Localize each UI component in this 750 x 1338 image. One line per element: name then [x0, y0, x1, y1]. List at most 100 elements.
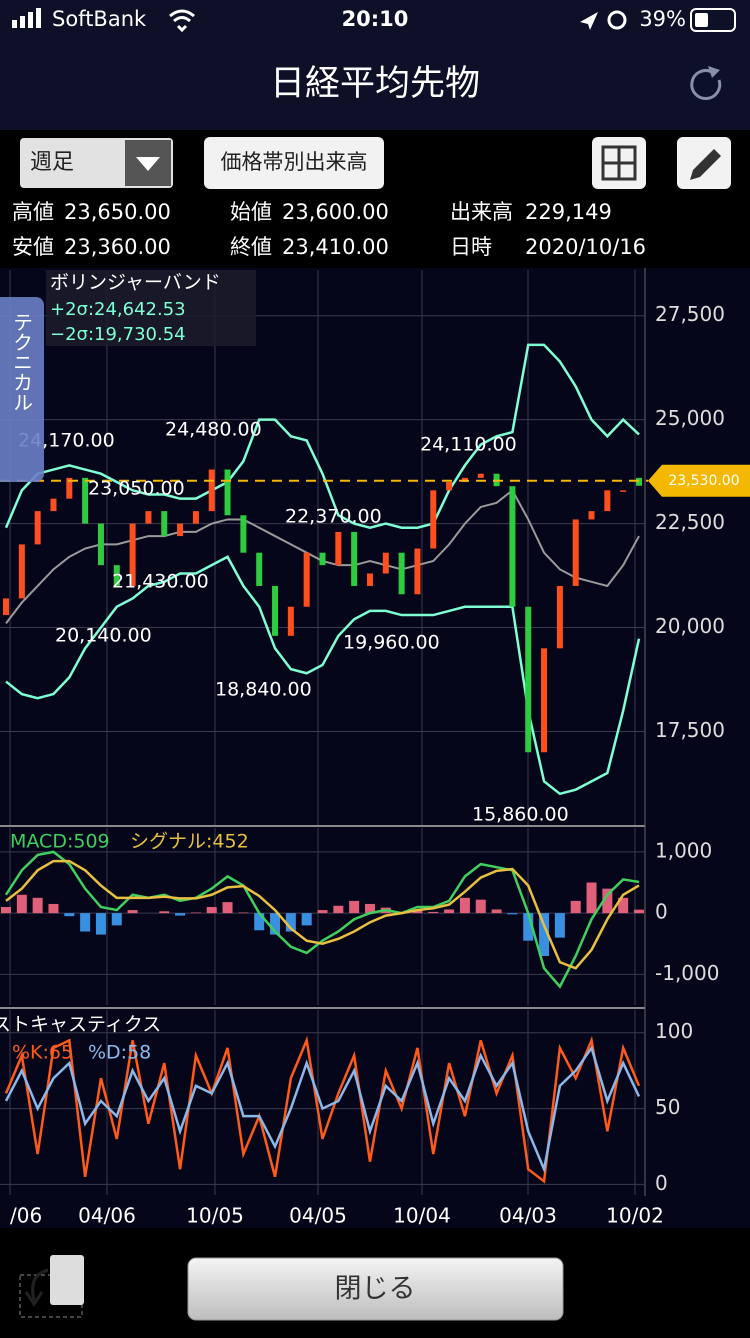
candle-body [366, 573, 373, 586]
histogram-bar [586, 882, 597, 914]
histogram-bar [333, 905, 344, 914]
candle-body [382, 552, 389, 574]
battery-text: 39% [639, 7, 686, 31]
price-annotation: 19,960.00 [343, 632, 440, 654]
histogram-bar [1, 907, 11, 914]
histogram-bar [111, 913, 122, 926]
histogram-bar [412, 910, 423, 914]
candle-body [477, 473, 484, 478]
y-tick-label: 0 [655, 1171, 668, 1195]
price-annotation: 20,140.00 [55, 625, 152, 647]
candle-body [572, 519, 579, 586]
histogram-bar [491, 909, 502, 914]
candle-body [177, 523, 184, 537]
layout-button[interactable] [592, 137, 646, 189]
stochastic-line [4, 1045, 641, 1174]
legend-entry: シグナル:452 [130, 831, 249, 853]
candle-body [161, 511, 168, 537]
candle-body [319, 552, 326, 566]
y-tick-label: 100 [655, 1019, 693, 1043]
technical-tab-label: テクニカル [10, 312, 34, 412]
last-price-label: 23,530.00 [668, 473, 739, 489]
histogram-bar [349, 900, 360, 914]
candle-body [208, 469, 215, 512]
histogram-bar [570, 900, 581, 914]
candle-body [3, 598, 9, 616]
signal-icon [12, 8, 41, 28]
histogram-bar [254, 913, 265, 931]
histogram-bar [95, 913, 106, 935]
histogram-bar [301, 913, 312, 926]
candle-body [541, 648, 548, 753]
info-value: 23,650.00 [64, 200, 171, 224]
price-annotation: 24,110.00 [420, 434, 517, 456]
alarm-icon [607, 10, 627, 30]
candle-body [272, 585, 279, 636]
histogram-bar [175, 913, 186, 916]
back-button[interactable] [19, 1255, 84, 1318]
indicator-title: ストキャスティクス [0, 1014, 161, 1036]
histogram-bar [317, 910, 328, 914]
histogram-bar [444, 909, 455, 914]
wifi-icon [169, 9, 195, 33]
technical-tab[interactable] [0, 297, 44, 482]
candle-body [414, 548, 421, 595]
indicator-line [4, 850, 640, 989]
refresh-button[interactable] [690, 66, 722, 100]
histogram-bar [80, 913, 91, 932]
volume-profile-label: 価格帯別出来高 [221, 150, 368, 174]
histogram-bar [602, 888, 613, 914]
price-annotation: 18,840.00 [215, 679, 312, 701]
x-tick-label: 04/06 [78, 1204, 136, 1228]
candle-body [604, 490, 611, 512]
histogram-bar [539, 913, 550, 957]
histogram-bar [459, 897, 470, 914]
candle-body [556, 585, 563, 649]
info-label: 終値 [230, 235, 272, 259]
legend-bg [46, 270, 256, 346]
candle-body [430, 490, 437, 549]
price-annotation: 21,430.00 [112, 571, 209, 593]
battery-level [695, 13, 708, 27]
info-value: 23,600.00 [282, 200, 389, 224]
histogram-bar [190, 912, 201, 914]
price-annotation: 15,860.00 [472, 804, 569, 826]
y-tick-label: 1,000 [655, 838, 712, 862]
histogram-bar [16, 894, 27, 914]
close-button[interactable]: 閉じる [187, 1257, 564, 1321]
histogram-bar [507, 913, 518, 915]
candle-body [636, 477, 642, 486]
carrier: SoftBank [52, 7, 147, 31]
draw-button[interactable] [677, 137, 731, 189]
candle-body [335, 531, 342, 566]
candle-body [509, 486, 516, 607]
histogram-bar [364, 903, 375, 914]
y-tick-label: 22,500 [655, 510, 725, 534]
y-tick-label: 0 [655, 900, 668, 924]
y-tick-label: 27,500 [655, 302, 725, 326]
legend-title: ボリンジャーバンド [50, 272, 221, 294]
info-label: 安値 [12, 235, 54, 259]
histogram-bar [222, 902, 233, 914]
x-tick-label: /06 [10, 1204, 42, 1228]
volume-profile-button[interactable]: 価格帯別出来高 [204, 137, 384, 189]
clock: 20:10 [342, 7, 409, 31]
histogram-bar [64, 913, 75, 917]
info-value: 2020/10/16 [525, 235, 646, 259]
candle-body [620, 490, 627, 492]
legend-entry: −2σ:19,730.54 [50, 324, 186, 345]
candle-body [34, 511, 41, 545]
x-tick-label: 04/05 [289, 1204, 347, 1228]
histogram-bar [206, 907, 217, 914]
legend-entry: %K:65 [12, 1042, 73, 1064]
info-value: 23,410.00 [282, 235, 389, 259]
candle-body [446, 482, 453, 491]
y-tick-label: 50 [655, 1095, 680, 1119]
candle-body [303, 552, 310, 607]
histogram-bar [48, 903, 59, 914]
candle-body [351, 531, 358, 586]
period-dropdown[interactable]: 週足 [20, 138, 173, 188]
price-annotation: 22,370.00 [285, 506, 382, 528]
